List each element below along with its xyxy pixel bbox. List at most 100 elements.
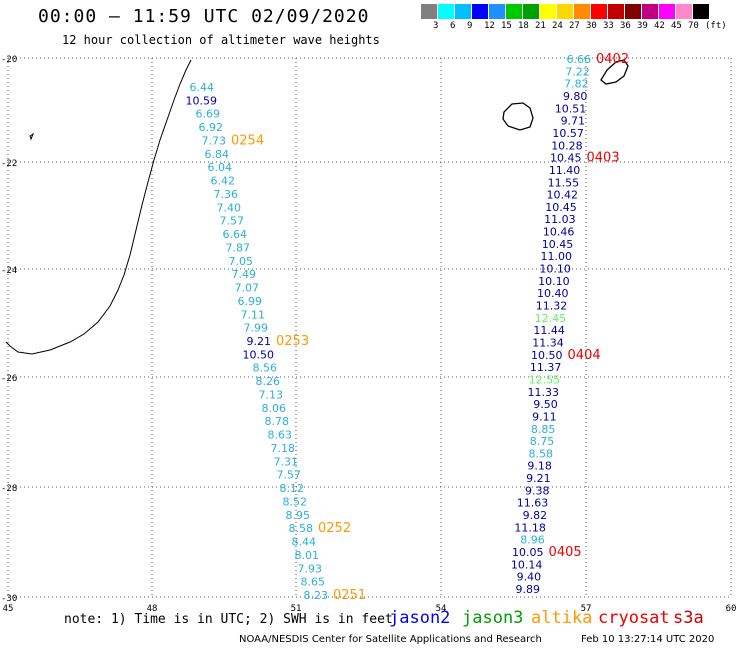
legend-altika: altika	[531, 608, 593, 628]
wave-height-value: 10.50	[531, 349, 563, 362]
scale-swatch	[693, 4, 710, 19]
scale-swatch	[557, 4, 574, 19]
scale-label: 70	[688, 21, 699, 31]
wave-height-value: 6.92	[199, 121, 224, 134]
scale-swatch	[455, 4, 472, 19]
time-label: 0251	[333, 588, 366, 603]
scale-label: 30	[586, 21, 597, 31]
lat-label: -26	[1, 374, 17, 384]
wave-height-value: 10.10	[538, 275, 570, 288]
wave-height-value: 7.05	[229, 255, 254, 268]
time-label: 0403	[587, 151, 620, 166]
scale-swatch	[608, 4, 625, 19]
scale-swatch	[625, 4, 642, 19]
wave-height-value: 6.64	[223, 228, 248, 241]
legend-s3a: s3a	[673, 608, 704, 628]
footer-note: note: 1) Time is in UTC; 2) SWH is in fe…	[64, 612, 393, 627]
wave-height-value: 6.44	[190, 81, 215, 94]
reunion-island	[502, 102, 534, 131]
wave-height-value: 9.71	[561, 115, 586, 128]
wave-height-value: 8.56	[253, 362, 278, 375]
wave-height-value: 6.69	[196, 108, 221, 121]
scale-label: 36	[620, 21, 631, 31]
wave-height-value: 6.99	[238, 295, 263, 308]
wave-height-value: 10.57	[552, 127, 584, 140]
lat-lon-grid	[7, 57, 732, 598]
wave-height-value: 10.46	[543, 226, 575, 239]
wave-height-value: 9.38	[525, 484, 550, 497]
scale-label: 33	[603, 21, 614, 31]
wave-height-value: 7.82	[564, 78, 589, 91]
wave-height-value: 8.01	[295, 549, 320, 562]
map-subtitle: 12 hour collection of altimeter wave hei…	[62, 33, 380, 47]
legend-jason3: jason3	[462, 608, 524, 628]
wave-height-value: 8.78	[265, 415, 290, 428]
wave-height-value: 8.96	[520, 534, 545, 547]
scale-swatch	[438, 4, 455, 19]
scale-swatch	[540, 4, 557, 19]
time-label: 0405	[549, 545, 582, 560]
lon-label: 60	[726, 604, 737, 614]
scale-swatch	[591, 4, 608, 19]
legend-jason2: jason2	[389, 608, 451, 628]
wave-height-value: 8.44	[292, 536, 317, 549]
time-label: 0254	[231, 133, 264, 148]
lon-label: 57	[581, 604, 592, 614]
mauritius-island	[600, 59, 629, 85]
wave-height-value: 10.28	[551, 139, 583, 152]
wave-height-value: 9.40	[517, 571, 542, 584]
wave-height-value: 10.59	[186, 94, 218, 107]
scale-label: 45	[671, 21, 682, 31]
wave-height-value: 10.45	[542, 238, 574, 251]
east-track: 6.667.227.829.8010.519.7110.5710.2810.45…	[511, 52, 629, 596]
scale-swatch	[421, 4, 438, 19]
map-title: 00:00 – 11:59 UTC 02/09/2020	[38, 6, 370, 27]
wave-height-value: 9.80	[563, 90, 588, 103]
lon-label: 48	[147, 604, 158, 614]
wave-height-value: 7.18	[271, 442, 296, 455]
wave-height-value: 6.84	[205, 148, 230, 161]
scale-swatch	[659, 4, 676, 19]
wave-height-value: 8.26	[256, 375, 281, 388]
wave-height-value: 7.73	[202, 134, 227, 147]
wave-height-value: 7.11	[241, 308, 266, 321]
wave-height-value: 10.50	[243, 348, 275, 361]
wave-height-value: 11.44	[533, 324, 565, 337]
wave-height-value: 11.32	[536, 300, 568, 313]
scale-label: 39	[637, 21, 648, 31]
madagascar-coastline	[5, 59, 192, 355]
scale-label: 12	[484, 21, 495, 31]
scale-label: 3	[433, 21, 439, 31]
color-scale-labels: 3 6 9 12 15 18 21 24 27 30 33 36 39 42 45 70 (ft)	[421, 21, 740, 33]
wave-height-value: 7.99	[244, 322, 269, 335]
wave-height-value: 7.93	[298, 562, 323, 575]
lat-label: -20	[1, 55, 17, 65]
scale-label: 9	[467, 21, 473, 31]
wave-height-value: 8.58	[289, 522, 314, 535]
wave-height-value: 11.34	[532, 336, 564, 349]
wave-height-value: 9.21	[526, 472, 551, 485]
wave-height-value: 9.21	[247, 335, 272, 348]
lon-label: 45	[3, 604, 14, 614]
scale-label: 15	[501, 21, 512, 31]
scale-label: 27	[569, 21, 580, 31]
wave-height-value: 8.52	[283, 495, 308, 508]
wave-height-value: 10.45	[545, 201, 577, 214]
lat-label: -22	[1, 159, 17, 169]
wave-height-value: 8.65	[301, 576, 326, 589]
wave-height-value: 11.00	[541, 250, 573, 263]
wave-height-value: 10.45	[550, 152, 582, 165]
wave-height-value: 9.50	[533, 398, 558, 411]
wave-height-value: 7.13	[259, 388, 284, 401]
wave-height-value: 11.18	[514, 521, 546, 534]
wave-height-value: 9.89	[516, 583, 541, 596]
wave-height-value: 12.45	[535, 312, 567, 325]
wave-height-value: 7.87	[226, 241, 251, 254]
wave-height-value: 7.22	[565, 65, 590, 78]
wave-height-value: 6.04	[208, 161, 233, 174]
wave-height-value: 8.85	[531, 423, 556, 436]
scale-label: 6	[450, 21, 456, 31]
wave-height-value: 11.33	[527, 386, 559, 399]
scale-label: (ft)	[705, 21, 727, 31]
